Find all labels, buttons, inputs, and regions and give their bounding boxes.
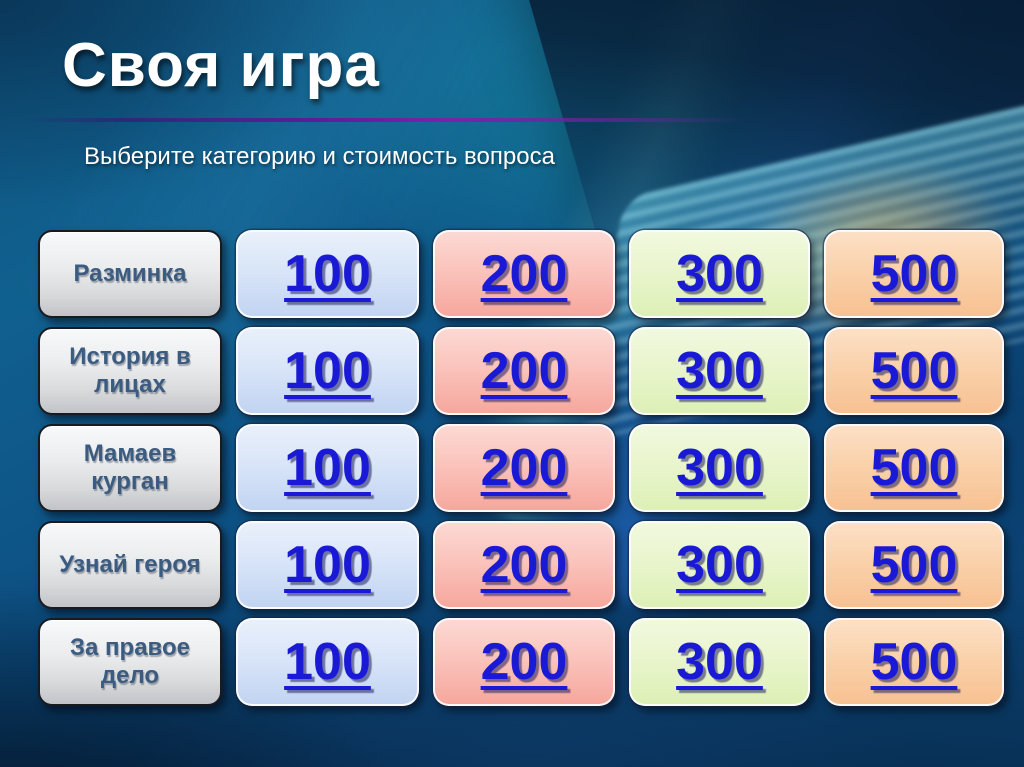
value-link-500[interactable]: 500 — [824, 230, 1004, 318]
title-divider — [24, 118, 748, 122]
value-link-300[interactable]: 300 — [629, 521, 810, 609]
value-label: 300 — [676, 342, 763, 400]
game-board: Разминка 100 200 300 500 История в лицах… — [38, 230, 1004, 706]
category-button: За правое дело — [38, 618, 222, 706]
value-label: 300 — [676, 536, 763, 594]
value-link-300[interactable]: 300 — [629, 230, 810, 318]
category-button: Узнай героя — [38, 521, 222, 609]
value-label: 500 — [870, 633, 958, 691]
value-link-500[interactable]: 500 — [824, 618, 1004, 706]
value-label: 100 — [284, 342, 371, 400]
value-link-500[interactable]: 500 — [824, 521, 1004, 609]
value-link-500[interactable]: 500 — [824, 424, 1004, 512]
value-label: 100 — [284, 439, 371, 497]
value-label: 500 — [870, 536, 958, 594]
value-label: 300 — [676, 245, 763, 303]
page-title: Своя игра — [62, 31, 380, 100]
value-link-200[interactable]: 200 — [433, 424, 615, 512]
value-link-200[interactable]: 200 — [433, 327, 615, 415]
value-label: 200 — [480, 633, 568, 691]
value-link-200[interactable]: 200 — [433, 230, 615, 318]
subtitle: Выберите категорию и стоимость вопроса — [84, 143, 555, 170]
value-link-200[interactable]: 200 — [433, 521, 615, 609]
value-link-200[interactable]: 200 — [433, 618, 615, 706]
value-label: 300 — [676, 439, 763, 497]
value-label: 100 — [284, 633, 371, 691]
value-link-100[interactable]: 100 — [236, 521, 419, 609]
value-link-500[interactable]: 500 — [824, 327, 1004, 415]
value-link-100[interactable]: 100 — [236, 327, 419, 415]
value-link-100[interactable]: 100 — [236, 424, 419, 512]
category-button: История в лицах — [38, 327, 222, 415]
value-link-100[interactable]: 100 — [236, 230, 419, 318]
value-label: 100 — [284, 536, 371, 594]
value-label: 100 — [284, 245, 371, 303]
value-link-100[interactable]: 100 — [236, 618, 419, 706]
value-label: 200 — [480, 245, 568, 303]
value-link-300[interactable]: 300 — [629, 327, 810, 415]
value-link-300[interactable]: 300 — [629, 618, 810, 706]
value-label: 300 — [676, 633, 763, 691]
category-button: Мамаев курган — [38, 424, 222, 512]
value-label: 200 — [480, 342, 568, 400]
value-label: 500 — [870, 439, 958, 497]
value-label: 200 — [480, 536, 568, 594]
value-label: 500 — [870, 342, 958, 400]
value-label: 500 — [870, 245, 958, 303]
value-link-300[interactable]: 300 — [629, 424, 810, 512]
value-label: 200 — [480, 439, 568, 497]
category-button: Разминка — [38, 230, 222, 318]
